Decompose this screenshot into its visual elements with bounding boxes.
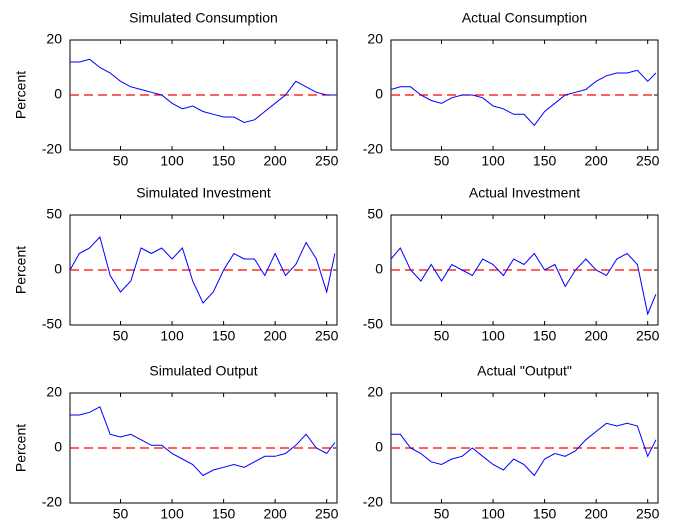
x-tick-label: 50 [434,506,450,522]
x-tick-label: 150 [212,328,236,344]
x-tick-label: 50 [434,328,450,344]
series-line [390,69,657,127]
subplot-title: Actual "Output" [477,363,572,379]
y-tick-label: 20 [367,384,383,400]
x-tick-label: 150 [533,153,557,169]
y-tick-label: 50 [46,206,62,222]
x-tick-label: 250 [636,506,660,522]
y-tick-label: 0 [375,261,383,277]
y-tick-label: 0 [54,86,62,102]
y-tick-label: -20 [363,494,383,510]
x-tick-label: 100 [481,153,505,169]
series-line [70,406,336,477]
x-tick-label: 50 [113,328,129,344]
y-axis-label: Percent [13,424,29,472]
y-tick-label: -50 [42,316,62,332]
y-tick-label: -20 [363,141,383,157]
series-line [70,58,335,124]
x-tick-label: 250 [315,506,339,522]
x-tick-label: 100 [160,153,184,169]
x-tick-label: 150 [533,328,557,344]
subplot-title: Simulated Consumption [129,10,278,26]
x-tick-label: 50 [113,506,129,522]
x-tick-label: 250 [636,153,660,169]
x-tick-label: 150 [533,506,557,522]
y-tick-label: -20 [42,141,62,157]
x-tick-label: 250 [315,328,339,344]
y-axis-label: Percent [13,246,29,294]
y-tick-label: 20 [367,31,383,47]
x-tick-label: 200 [584,506,608,522]
subplot-title: Simulated Investment [136,185,271,201]
x-tick-label: 150 [212,153,236,169]
y-tick-label: 20 [46,384,62,400]
y-tick-label: -50 [363,316,383,332]
series-line [69,236,336,304]
x-tick-label: 100 [481,506,505,522]
subplot-title: Simulated Output [149,363,257,379]
x-tick-label: 50 [434,153,450,169]
y-tick-label: 0 [54,439,62,455]
subplot-title: Actual Consumption [462,10,587,26]
x-tick-label: 250 [636,328,660,344]
x-tick-label: 100 [160,506,184,522]
x-tick-label: 200 [263,153,287,169]
y-tick-label: 20 [46,31,62,47]
subplot-title: Actual Investment [469,185,580,201]
x-tick-label: 200 [263,328,287,344]
x-tick-label: 150 [212,506,236,522]
x-tick-label: 250 [315,153,339,169]
x-tick-label: 50 [113,153,129,169]
y-tick-label: 0 [375,86,383,102]
x-tick-label: 200 [584,328,608,344]
x-tick-label: 100 [160,328,184,344]
y-tick-label: 50 [367,206,383,222]
series-line [391,422,657,477]
y-axis-label: Percent [13,71,29,119]
y-tick-label: -20 [42,494,62,510]
x-tick-label: 200 [263,506,287,522]
y-tick-label: 0 [375,439,383,455]
y-tick-label: 0 [54,261,62,277]
x-tick-label: 100 [481,328,505,344]
x-tick-label: 200 [584,153,608,169]
series-line [390,247,657,316]
